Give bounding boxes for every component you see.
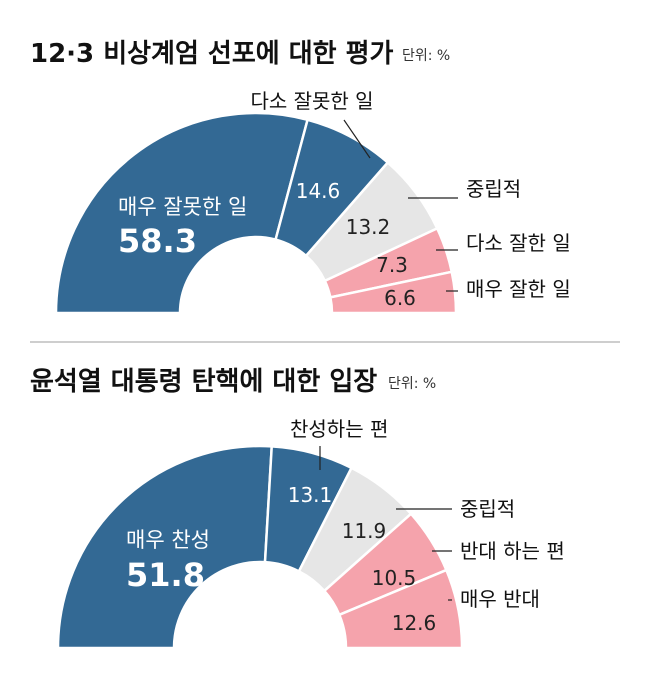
chart-1-value-label-5: 6.6 bbox=[384, 286, 416, 310]
chart-1-segment-1 bbox=[54, 111, 310, 315]
chart-1-value-label-4: 7.3 bbox=[376, 253, 408, 277]
chart-1-category-label-4: 다소 잘한 일 bbox=[466, 231, 571, 255]
chart-2-category-label-2: 찬성하는 편 bbox=[290, 417, 388, 441]
chart-1-title: 12·3 비상계엄 선포에 대한 평가 bbox=[30, 39, 394, 69]
chart-2-segment-5 bbox=[337, 568, 464, 650]
chart-1-value-label-2: 14.6 bbox=[296, 179, 341, 203]
chart-1-category-label-1: 매우 잘못한 일 bbox=[118, 195, 247, 219]
chart-1: 매우 잘못한 일 58.3 14.6 다소 잘못한 일 13.2 중립적 7.3 다소 잘한 … bbox=[54, 89, 571, 315]
chart-1-leader-line-2 bbox=[343, 119, 371, 159]
chart-2-title: 윤석열 대통령 탄핵에 대한 입장 bbox=[30, 367, 377, 397]
chart-2-segment-1 bbox=[56, 444, 274, 650]
chart-2-category-label-5: 매우 반대 bbox=[460, 587, 540, 611]
chart-2-category-label-4: 반대 하는 편 bbox=[460, 539, 565, 563]
chart-1-segment-5 bbox=[328, 270, 458, 315]
chart-2-value-label-2: 13.1 bbox=[288, 483, 333, 507]
chart-1-value-label-1: 58.3 bbox=[118, 222, 197, 260]
chart-2-category-label-3: 중립적 bbox=[460, 497, 515, 521]
chart-2-value-label-5: 12.6 bbox=[392, 611, 437, 635]
chart-2-value-label-4: 10.5 bbox=[372, 566, 417, 590]
chart-2-unit: 단위: % bbox=[388, 376, 436, 392]
chart-1-category-label-2: 다소 잘못한 일 bbox=[250, 89, 373, 113]
chart-1-unit: 단위: % bbox=[402, 48, 450, 64]
chart-2: 매우 찬성 51.8 13.1 찬성하는 편 11.9 중립적 10.5 반대 하는 편 12.… bbox=[56, 417, 565, 650]
chart-2-value-label-1: 51.8 bbox=[126, 556, 205, 594]
chart-1-category-label-5: 매우 잘한 일 bbox=[466, 277, 571, 301]
chart-2-value-label-3: 11.9 bbox=[342, 519, 387, 543]
chart-1-value-label-3: 13.2 bbox=[346, 215, 391, 239]
chart-2-category-label-1: 매우 찬성 bbox=[126, 528, 210, 552]
chart-1-category-label-3: 중립적 bbox=[466, 177, 521, 201]
